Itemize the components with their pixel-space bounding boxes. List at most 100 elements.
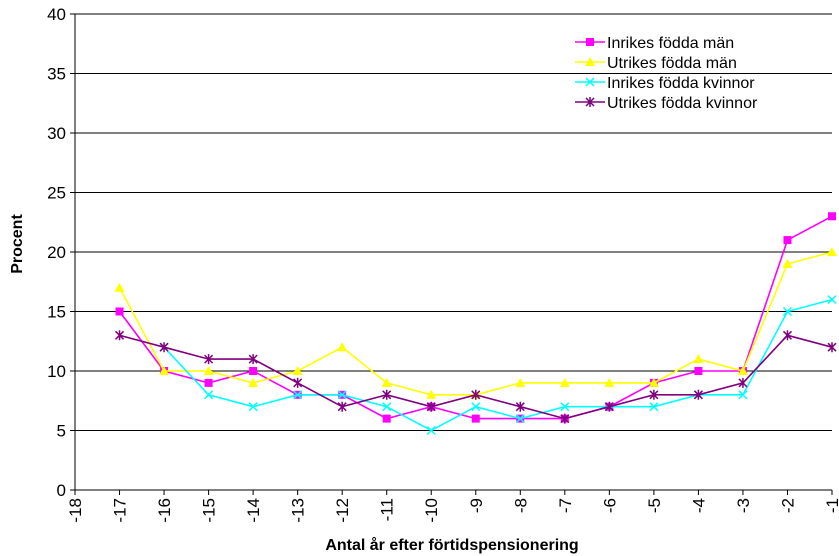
x-tick-label: -1: [823, 498, 839, 513]
series-4: [114, 330, 837, 424]
x-tick-label: -5: [645, 498, 664, 513]
series-lines: [114, 212, 837, 436]
x-tick-label: -9: [467, 498, 486, 513]
legend-marker: [585, 77, 595, 87]
x-tick-label: -15: [200, 498, 219, 523]
data-point: [515, 377, 526, 387]
x-tick-label: -11: [378, 498, 397, 521]
legend-label: Inrikes födda män: [607, 35, 734, 52]
y-tick-label: 30: [47, 124, 66, 143]
series-line-2: [118, 251, 833, 396]
x-tick-label: -14: [244, 498, 263, 523]
axes: [70, 13, 833, 495]
x-tick-label: -16: [155, 498, 174, 523]
data-point: [382, 389, 392, 400]
data-point: [559, 377, 570, 387]
x-tick-label: -17: [111, 498, 130, 523]
legend-marker: [585, 97, 595, 107]
legend-item-3: Inrikes födda kvinnor: [575, 75, 755, 92]
x-tick-label: -10: [422, 498, 441, 523]
legend-label: Utrikes födda kvinnor: [607, 95, 758, 112]
data-point: [737, 366, 748, 375]
x-tick-label: -3: [734, 498, 753, 513]
data-point: [248, 402, 258, 412]
data-point: [159, 366, 170, 375]
y-tick-label: 35: [47, 65, 66, 84]
data-point: [248, 354, 258, 365]
data-point: [204, 390, 214, 400]
x-axis-title: Antal år efter förtidspensionering: [325, 536, 578, 554]
data-point: [115, 307, 124, 316]
data-point: [381, 377, 392, 387]
data-point: [604, 401, 614, 412]
legend-marker: [585, 57, 595, 66]
data-point: [604, 377, 615, 387]
x-tick-label: -18: [66, 498, 85, 523]
y-tick-label: 5: [57, 422, 66, 441]
data-point: [337, 342, 348, 352]
data-point: [337, 390, 347, 400]
y-tick-label: 10: [47, 362, 66, 381]
y-tick-label: 20: [47, 243, 66, 262]
legend-item-2: Utrikes födda män: [575, 55, 737, 72]
data-point: [426, 425, 436, 436]
series-3: [159, 295, 837, 436]
data-point: [114, 282, 125, 292]
data-point: [248, 377, 259, 387]
data-point: [694, 367, 703, 375]
data-point: [203, 366, 214, 375]
legend: Inrikes födda män Utrikes födda män Inrike…: [575, 35, 758, 112]
data-point: [738, 390, 748, 400]
data-point: [382, 414, 391, 423]
data-point: [828, 212, 836, 221]
data-point: [426, 401, 436, 412]
y-tick-label: 0: [57, 481, 66, 500]
data-point: [159, 342, 169, 353]
data-point: [114, 330, 125, 341]
x-tick-label: -8: [511, 498, 530, 513]
data-point: [292, 366, 303, 375]
data-point: [293, 390, 303, 400]
data-point: [649, 402, 659, 412]
data-point: [782, 306, 793, 317]
data-point: [204, 378, 213, 387]
data-point: [827, 342, 837, 353]
legend-label: Utrikes födda män: [607, 55, 737, 72]
y-axis-title: Procent: [9, 214, 26, 274]
y-tick-label: 15: [47, 303, 66, 322]
y-tick-label: 25: [47, 184, 66, 203]
data-point: [337, 401, 347, 412]
data-point: [204, 354, 214, 365]
data-point: [471, 414, 480, 423]
series-line-3: [163, 298, 833, 432]
data-point: [515, 414, 525, 424]
data-point: [515, 401, 525, 412]
data-point: [560, 402, 570, 412]
legend-marker: [586, 38, 594, 46]
data-point: [693, 354, 704, 364]
data-point: [782, 258, 793, 268]
data-point: [560, 413, 570, 424]
x-tick-label: -2: [778, 498, 797, 513]
data-point: [649, 389, 659, 400]
data-point: [782, 330, 793, 341]
x-tick-label: -13: [289, 498, 308, 523]
x-tick-label: -6: [600, 498, 619, 513]
data-point: [648, 377, 659, 387]
data-point: [293, 377, 303, 388]
y-tick-label: 40: [47, 5, 66, 24]
x-tick-label: -12: [333, 498, 352, 523]
x-tick-label: -4: [689, 498, 708, 513]
series-2: [114, 247, 837, 399]
data-point: [382, 402, 392, 412]
data-point: [827, 295, 837, 305]
data-point: [827, 247, 837, 256]
legend-item-4: Utrikes födda kvinnor: [575, 95, 758, 112]
legend-label: Inrikes födda kvinnor: [607, 75, 755, 92]
data-point: [693, 389, 703, 400]
data-point: [471, 402, 481, 412]
data-point: [471, 389, 481, 400]
data-point: [426, 389, 437, 399]
data-point: [249, 367, 258, 375]
